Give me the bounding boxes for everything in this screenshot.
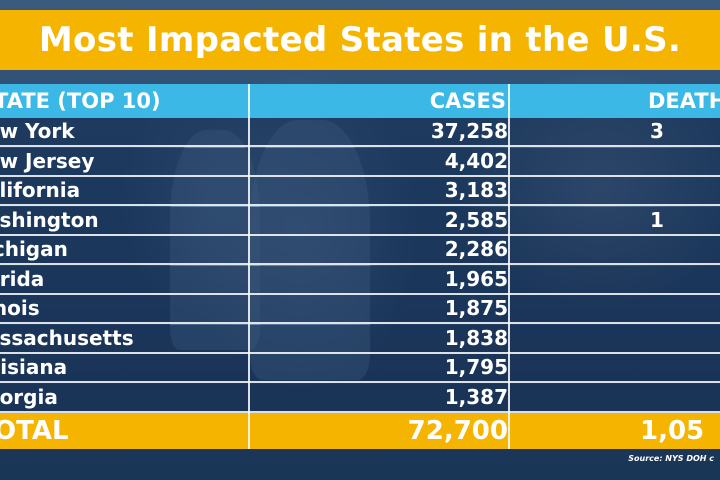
total-row: OTAL 72,700 1,05: [0, 413, 720, 449]
column-divider-1: [248, 84, 250, 413]
table-row: ew Jersey 4,402: [0, 147, 720, 177]
deaths-cell: 3: [650, 119, 664, 143]
column-divider-2: [508, 84, 510, 413]
header-cases: CASES: [429, 89, 506, 113]
cases-cell: 4,402: [444, 148, 508, 173]
page-title: Most Impacted States in the U.S.: [38, 20, 682, 60]
table-row: ew York 37,258 3: [0, 118, 720, 147]
cases-cell: 37,258: [430, 119, 508, 143]
source-note: Source: NYS DOH c: [628, 454, 714, 463]
table-row: ashington 2,585 1: [0, 206, 720, 236]
header-deaths: DEATH: [648, 89, 720, 113]
cases-cell: 1,387: [444, 384, 508, 409]
total-divider-2: [508, 413, 510, 449]
deaths-cell: 1: [650, 207, 664, 232]
table-row: assachusetts 1,838: [0, 324, 720, 354]
cases-cell: 2,585: [444, 207, 508, 232]
state-cell: eorgia: [0, 384, 58, 409]
state-cell: ashington: [0, 207, 99, 232]
state-cell: ichigan: [0, 237, 68, 261]
total-divider-1: [248, 413, 250, 449]
header-state: TATE (TOP 10): [0, 89, 161, 113]
state-cell: orida: [0, 266, 45, 291]
total-cases: 72,700: [407, 416, 508, 446]
state-cell: assachusetts: [0, 325, 134, 350]
cases-cell: 1,965: [444, 266, 508, 291]
table-header-row: TATE (TOP 10) CASES DEATH: [0, 84, 720, 118]
title-bar: Most Impacted States in the U.S.: [0, 10, 720, 70]
table-row: eorgia 1,387: [0, 383, 720, 413]
table-row: orida 1,965: [0, 265, 720, 295]
total-label: OTAL: [0, 416, 69, 446]
cases-cell: 2,286: [444, 237, 508, 261]
total-deaths: 1,05: [640, 416, 705, 446]
table-row: uisiana 1,795: [0, 354, 720, 383]
table-row: alifornia 3,183: [0, 177, 720, 206]
state-cell: uisiana: [0, 355, 68, 379]
state-cell: ew Jersey: [0, 148, 95, 173]
cases-cell: 1,838: [444, 325, 508, 350]
table-row: ichigan 2,286: [0, 236, 720, 265]
state-cell: inois: [0, 296, 40, 320]
cases-cell: 1,795: [444, 355, 508, 379]
cases-cell: 1,875: [444, 296, 508, 320]
table-row: inois 1,875: [0, 295, 720, 324]
state-cell: ew York: [0, 119, 75, 143]
cases-cell: 3,183: [444, 178, 508, 202]
state-cell: alifornia: [0, 178, 81, 202]
